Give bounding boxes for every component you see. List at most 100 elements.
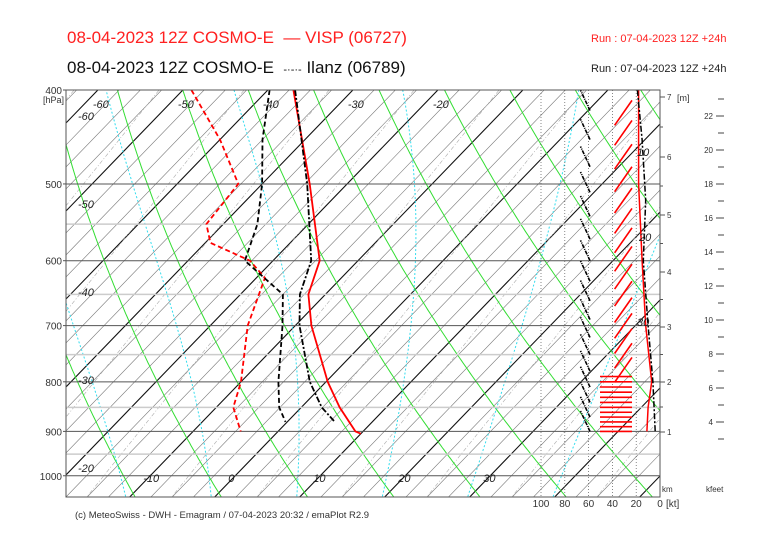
isotherm-label: -60 <box>93 99 110 111</box>
wind-vector <box>613 227 633 254</box>
isotherm-line <box>66 90 78 102</box>
title-visp: 08-04-2023 12Z COSMO-E — VISP (06727) <box>67 28 407 48</box>
title-ilanz: 08-04-2023 12Z COSMO-E -·-·- Ilanz (0678… <box>67 58 406 78</box>
wind-vector <box>579 146 591 168</box>
wind-speed-line <box>637 90 653 432</box>
kfeet-tick-label: 8 <box>709 350 714 359</box>
isotherm-line <box>596 431 660 497</box>
isotherm-label: -60 <box>78 111 95 123</box>
isotherm-line <box>66 90 290 322</box>
pressure-tick-label: 900 <box>45 427 62 438</box>
mixing-ratio-line <box>426 206 660 497</box>
isotherm-line <box>108 90 503 497</box>
mixing-ratio-line <box>256 90 585 497</box>
kfeet-tick-label: 16 <box>704 214 713 223</box>
wind-vector <box>613 356 633 383</box>
wind-vector <box>613 263 633 290</box>
mixing-ratio-line <box>66 90 75 101</box>
dry-adiabat-line <box>66 142 222 497</box>
isotherm-line <box>66 90 226 256</box>
isotherm-line <box>341 167 660 497</box>
pressure-unit-label: [hPa] <box>43 95 64 105</box>
dry-adiabat-line <box>574 90 660 220</box>
wind-vector <box>613 119 633 146</box>
inner-line-label: 10 <box>637 147 650 159</box>
isotherm-line <box>66 90 439 476</box>
run-info-visp: Run : 07-04-2023 12Z +24h <box>591 33 727 45</box>
station-name: VISP (06727) <box>305 28 407 47</box>
isotherm-line <box>468 299 660 497</box>
wind-speed-tick-label: 0 <box>657 499 663 510</box>
isotherm-line <box>66 90 354 388</box>
kfeet-tick-label: 4 <box>709 418 714 427</box>
isotherm-line <box>448 277 660 497</box>
dry-adiabat-line <box>116 90 309 497</box>
wind-vector <box>579 366 591 388</box>
isotherm-label: -20 <box>78 463 95 475</box>
kfeet-axis-label: kfeet <box>706 485 724 494</box>
isotherm-line <box>66 90 311 344</box>
isotherm-label: -30 <box>348 99 365 111</box>
km-tick-label: 4 <box>667 268 672 277</box>
wind-speed-tick-label: 40 <box>607 499 619 510</box>
dry-adiabat-line <box>640 90 660 121</box>
wind-vector <box>579 350 591 372</box>
wind-vector <box>579 298 591 320</box>
dry-adiabat-line <box>247 90 481 497</box>
dry-adiabat-line <box>443 90 660 412</box>
wind-vector <box>579 280 591 302</box>
pressure-tick-label: 1000 <box>40 472 63 483</box>
wind-vector <box>579 118 591 140</box>
isotherm-label: -40 <box>78 287 95 299</box>
wind-vector <box>579 218 591 240</box>
km-tick-label: 2 <box>667 378 672 387</box>
run-info-ilanz: Run : 07-04-2023 12Z +24h <box>591 63 727 75</box>
kfeet-tick-label: 18 <box>704 180 713 189</box>
isotherm-label: -30 <box>78 375 95 387</box>
mixing-ratio-line <box>66 90 330 418</box>
wind-vector <box>579 333 591 355</box>
isotherm-line <box>66 90 396 432</box>
pressure-tick-label: 500 <box>45 180 62 191</box>
mixing-ratio-line <box>66 90 245 312</box>
isotherm-label: -20 <box>433 99 450 111</box>
wind-vector <box>613 328 633 354</box>
wind-vector <box>579 410 591 432</box>
isotherm-line <box>0 79 44 500</box>
wind-speed-tick-label: 80 <box>559 499 571 510</box>
isotherm-line <box>66 90 269 300</box>
kfeet-tick-label: 20 <box>704 146 713 155</box>
wind-speed-tick-label: 60 <box>583 499 595 510</box>
mixing-ratio-line <box>86 90 415 497</box>
isotherm-line <box>86 90 481 497</box>
mixing-ratio-line <box>596 417 660 497</box>
wind-vector <box>579 260 591 282</box>
wind-vector <box>613 245 633 272</box>
model-run-label: 08-04-2023 12Z COSMO-E <box>67 28 274 47</box>
temperature-tick-label: 20 <box>397 473 411 485</box>
wind-vector <box>579 171 591 193</box>
dry-adiabat-line <box>313 90 567 497</box>
temperature-tick-label: 0 <box>228 473 235 485</box>
isotherm-label: -50 <box>78 199 95 211</box>
isotherm-line <box>638 475 660 497</box>
temperature-tick-label: 30 <box>483 473 496 485</box>
isotherm-line <box>575 409 660 497</box>
wind-vector <box>613 312 633 339</box>
isotherm-line <box>320 145 660 497</box>
mixing-ratio-line <box>511 312 660 497</box>
isotherm-line <box>128 90 524 497</box>
profile-dewpoint-line <box>190 90 266 432</box>
isotherm-line <box>363 189 660 497</box>
isotherm-line <box>66 90 418 454</box>
pressure-tick-label: 600 <box>45 257 62 268</box>
mixing-ratio-line <box>171 90 500 497</box>
isotherm-line <box>150 90 545 497</box>
km-tick-label: 7 <box>667 93 672 102</box>
isotherm-line <box>278 101 660 497</box>
isotherm-line <box>256 90 651 497</box>
km-tick-label: 1 <box>667 428 672 437</box>
dry-adiabat-line <box>182 90 395 497</box>
moist-adiabat-line <box>233 90 300 497</box>
